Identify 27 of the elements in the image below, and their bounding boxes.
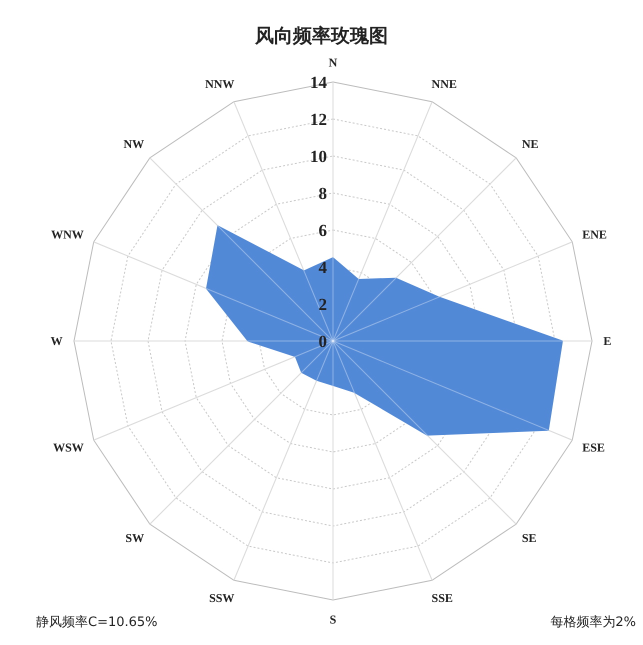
- spoke-label: NNE: [432, 76, 457, 91]
- spoke-label: NW: [123, 137, 144, 152]
- spoke-label: SSW: [209, 591, 234, 606]
- y-tick-label: 8: [318, 184, 327, 203]
- spoke-label: WSW: [53, 440, 84, 455]
- spoke-label: SE: [522, 530, 537, 545]
- y-tick-label: 6: [318, 221, 327, 240]
- spoke-label: ESE: [582, 440, 605, 455]
- spoke-label: NE: [522, 137, 539, 152]
- chart-title: 风向频率玫瑰图: [254, 25, 388, 47]
- y-tick-label: 14: [310, 73, 328, 92]
- spoke-label: E: [603, 334, 612, 348]
- y-tick-label: 12: [310, 110, 327, 129]
- y-tick-label: 0: [318, 332, 327, 351]
- spoke-label: N: [328, 56, 338, 70]
- spoke-label: SSE: [432, 591, 453, 606]
- text: 每格频率为2%: [550, 614, 636, 630]
- y-tick-label: 10: [310, 147, 327, 166]
- y-tick-label: 4: [318, 258, 328, 277]
- spoke-label: S: [330, 612, 337, 626]
- y-tick-label: 2: [318, 295, 327, 314]
- spoke-label: W: [50, 334, 63, 348]
- spoke-label: ENE: [582, 227, 607, 242]
- spoke-label: SW: [125, 530, 144, 545]
- spoke-label: NNW: [205, 76, 234, 91]
- text: 静风频率C=10.65%: [36, 614, 158, 630]
- spoke-label: WNW: [51, 227, 84, 242]
